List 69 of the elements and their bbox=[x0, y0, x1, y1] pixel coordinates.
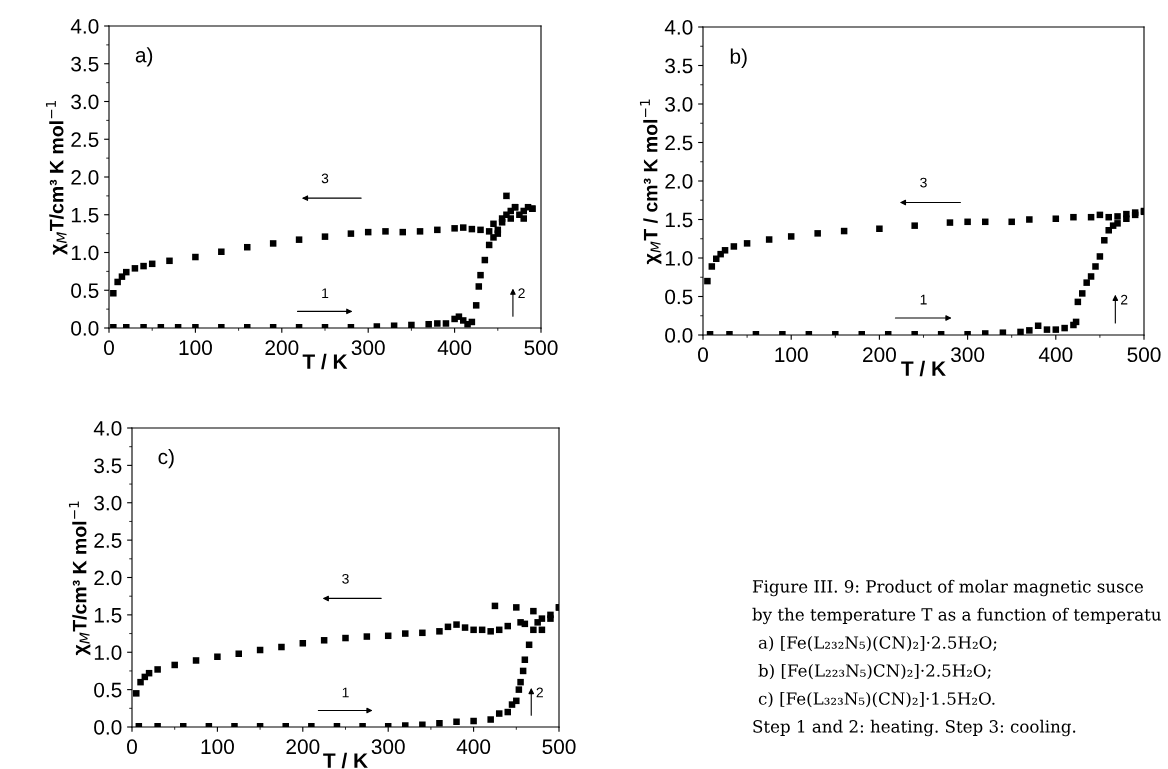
x-tick-label: 100 bbox=[201, 739, 234, 755]
y-tick-label: 2.5 bbox=[665, 135, 693, 151]
text: by the temperature T as a function of temperatu bbox=[752, 607, 1161, 625]
y-axis-title: χ$_{M}$T / cm³ K mol$^{−1}$ bbox=[639, 99, 662, 265]
annotation: 1 bbox=[342, 687, 349, 698]
y-tick-label: 1.0 bbox=[665, 251, 693, 266]
x-tick-label: 400 bbox=[456, 739, 491, 755]
x-tick-label: 500 bbox=[1127, 347, 1161, 363]
y-tick-label: 1.5 bbox=[71, 207, 99, 223]
text: b) [Fe(L₂₂₃N₅)CN)₂]·2.5H₂O; bbox=[758, 663, 991, 680]
y-tick-label: 3.5 bbox=[71, 56, 99, 72]
x-tick-label: 200 bbox=[286, 739, 320, 755]
x-tick-label: 300 bbox=[371, 739, 405, 755]
text: Figure III. 9: Product of molar magnetic susce bbox=[752, 579, 1143, 597]
x-tick-label: 100 bbox=[179, 340, 212, 356]
x-tick-label: 300 bbox=[351, 340, 385, 356]
x-tick-label: 0 bbox=[698, 347, 708, 363]
annotation: 2 bbox=[1120, 294, 1128, 305]
annotation: 2 bbox=[518, 288, 525, 298]
annotation: 2 bbox=[536, 687, 543, 698]
x-tick-label: 400 bbox=[437, 340, 472, 356]
annotation: a) bbox=[135, 47, 153, 67]
y-tick-label: 2.0 bbox=[71, 170, 99, 185]
y-tick-label: 3.0 bbox=[665, 97, 693, 112]
annotation: 3 bbox=[920, 177, 927, 188]
y-tick-label: 4.0 bbox=[93, 421, 122, 436]
y-tick-label: 0.0 bbox=[665, 328, 693, 343]
y-tick-label: 0.5 bbox=[94, 682, 122, 698]
y-tick-label: 2.5 bbox=[71, 132, 99, 147]
text: c) [Fe(L₃₂₃N₅)(CN)₂]·1.5H₂O. bbox=[758, 691, 995, 708]
annotation: 1 bbox=[322, 288, 329, 298]
y-tick-label: 1.5 bbox=[665, 212, 693, 228]
y-tick-label: 3.0 bbox=[71, 94, 99, 110]
y-tick-label: 1.5 bbox=[94, 608, 122, 623]
x-tick-label: 200 bbox=[863, 347, 896, 363]
y-tick-label: 0.5 bbox=[665, 289, 693, 305]
y-tick-label: 2.0 bbox=[665, 174, 693, 189]
x-tick-label: 0 bbox=[127, 739, 137, 755]
x-tick-label: 100 bbox=[775, 347, 808, 363]
annotation: 3 bbox=[321, 173, 329, 184]
y-tick-label: 0.0 bbox=[71, 321, 99, 336]
x-tick-label: 200 bbox=[265, 340, 299, 356]
x-tick-label: 0 bbox=[104, 340, 114, 356]
x-tick-label: 300 bbox=[951, 347, 985, 363]
y-axis-title: χ$_{M}$T/cm³ K mol$^{−1}$ bbox=[45, 100, 68, 255]
text: Step 1 and 2: heating. Step 3: cooling. bbox=[753, 719, 1076, 737]
y-tick-label: 2.0 bbox=[94, 570, 122, 586]
annotation: 1 bbox=[920, 294, 927, 305]
x-axis-title: T / K bbox=[323, 752, 368, 769]
text: a) [Fe(L₂₃₂N₅)(CN)₂]·2.5H₂O; bbox=[758, 635, 997, 652]
y-tick-label: 1.0 bbox=[94, 645, 122, 660]
y-tick-label: 0.0 bbox=[94, 720, 122, 735]
y-axis-title: χ$_{M}$T/cm³ K mol$^{−1}$ bbox=[68, 501, 91, 656]
y-tick-label: 4.0 bbox=[70, 19, 99, 34]
x-tick-label: 500 bbox=[524, 340, 558, 356]
y-tick-label: 3.0 bbox=[94, 495, 122, 511]
x-axis-title: T / K bbox=[302, 353, 348, 370]
y-tick-label: 3.5 bbox=[94, 458, 122, 474]
annotation: b) bbox=[730, 48, 747, 68]
y-tick-label: 1.0 bbox=[71, 245, 99, 261]
annotation: c) bbox=[158, 448, 174, 469]
x-tick-label: 500 bbox=[542, 739, 576, 755]
y-tick-label: 4.0 bbox=[664, 20, 693, 35]
annotation: 3 bbox=[342, 573, 349, 584]
y-tick-label: 3.5 bbox=[665, 58, 693, 74]
y-tick-label: 2.5 bbox=[94, 533, 122, 548]
x-axis-title: T / K bbox=[901, 360, 946, 377]
y-tick-label: 0.5 bbox=[71, 283, 99, 298]
x-tick-label: 400 bbox=[1038, 347, 1073, 363]
